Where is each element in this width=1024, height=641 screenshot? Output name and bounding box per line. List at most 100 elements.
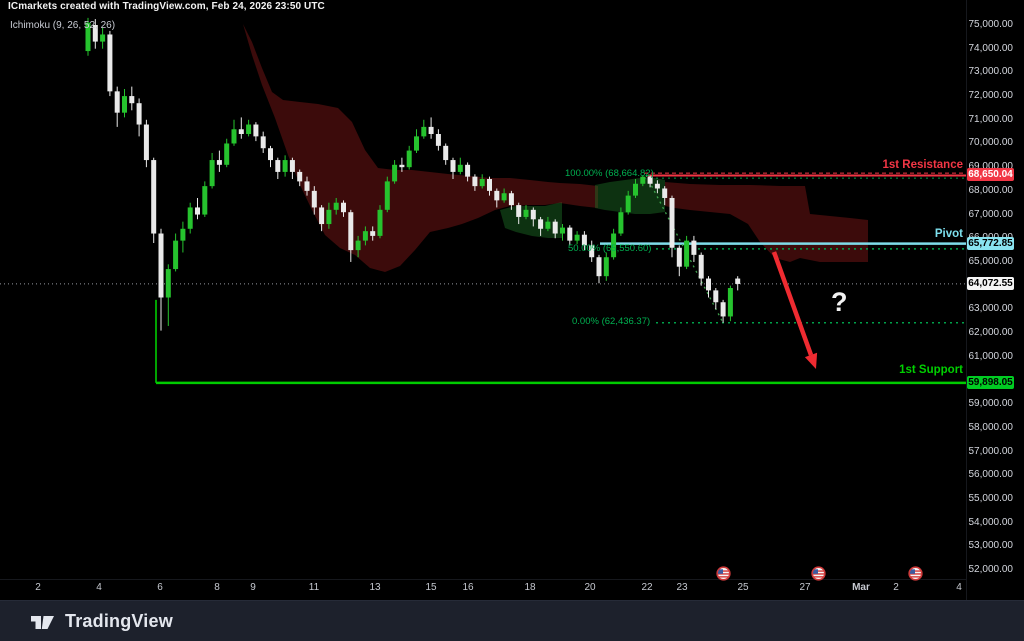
- candle-body: [684, 240, 690, 267]
- candle-body: [158, 233, 164, 298]
- candle-body: [479, 179, 485, 187]
- candle-body: [399, 164, 405, 168]
- ichimoku-cloud-red-a: [243, 24, 448, 272]
- support-label: 1st Support: [899, 364, 963, 376]
- candle-body: [654, 183, 660, 189]
- candle-body: [136, 103, 142, 125]
- price-axis-label: 69,000.00: [968, 161, 1014, 173]
- price-axis-label: 75,000.00: [968, 19, 1014, 30]
- candle-body: [676, 247, 682, 267]
- time-axis-label: 27: [799, 582, 811, 593]
- us-flag-event-icon[interactable]: [811, 566, 826, 581]
- time-axis-label: 18: [524, 582, 536, 593]
- candle-body: [231, 129, 237, 144]
- candle-body: [465, 164, 471, 177]
- candle-body: [377, 209, 383, 236]
- us-flag-event-icon[interactable]: [716, 566, 731, 581]
- candle-body: [180, 228, 186, 241]
- candle-body: [552, 221, 558, 234]
- price-axis-label: 53,000.00: [968, 540, 1014, 552]
- candle-body: [421, 126, 427, 137]
- price-axis-label: 73,000.00: [968, 66, 1014, 78]
- candle-body: [304, 181, 310, 191]
- candle-body: [282, 160, 288, 172]
- time-axis-label: 13: [369, 582, 381, 593]
- candle-body: [268, 148, 273, 161]
- resistance-price-badge: 68,650.04: [967, 168, 1014, 182]
- time-axis-label: 4: [956, 582, 962, 593]
- pivot-label: Pivot: [934, 228, 963, 240]
- candle-body: [640, 176, 646, 184]
- candle-body: [494, 190, 500, 201]
- candle-body: [85, 22, 91, 52]
- projection-arrow[interactable]: [771, 251, 814, 356]
- candle-body: [574, 234, 580, 241]
- candle-body: [209, 160, 215, 187]
- price-axis-label: 56,000.00: [968, 469, 1014, 481]
- time-axis-label: 15: [425, 582, 437, 593]
- price-axis-label: 61,000.00: [968, 350, 1014, 362]
- candle-body: [567, 227, 573, 241]
- ichimoku-cloud-red-d: [665, 182, 868, 262]
- us-flag-event-icon[interactable]: [908, 566, 923, 581]
- time-axis-label: 25: [737, 582, 749, 593]
- support-price-badge: 59,898.05: [967, 375, 1014, 389]
- chart-canvas[interactable]: [0, 0, 1024, 600]
- candle-body: [92, 25, 98, 42]
- logo-bar: TradingView: [0, 600, 1024, 641]
- price-axis-label: 54,000.00: [968, 516, 1014, 528]
- candle-body: [122, 96, 127, 113]
- candle-body: [341, 202, 346, 213]
- candle-body: [501, 193, 507, 201]
- candle-body: [581, 234, 587, 246]
- candle-body: [406, 150, 412, 168]
- candle-body: [545, 221, 551, 229]
- candle-body: [603, 257, 609, 277]
- price-axis-label: 59,000.00: [968, 398, 1014, 410]
- candle-body: [450, 160, 456, 172]
- price-axis-label: 65,000.00: [968, 255, 1014, 267]
- candle-body: [457, 164, 463, 172]
- price-axis-label: 71,000.00: [968, 113, 1014, 125]
- candle-body: [443, 145, 449, 161]
- candle-body: [165, 269, 171, 298]
- candle-body: [706, 278, 711, 291]
- candle-body: [224, 143, 230, 165]
- fib-level-label: 50.00% (65,550.60): [568, 243, 652, 254]
- watermark-title: ICmarkets created with TradingView.com, …: [8, 1, 325, 12]
- candle-body: [720, 302, 726, 317]
- candle-body: [516, 205, 522, 217]
- time-axis-label: 9: [250, 582, 256, 593]
- tradingview-brand-text[interactable]: TradingView: [65, 611, 173, 631]
- candle-body: [202, 186, 208, 215]
- candle-body: [589, 245, 595, 258]
- time-axis-label: 6: [157, 582, 163, 593]
- candle-body: [297, 171, 303, 182]
- candle-body: [508, 193, 514, 206]
- ichimoku-cloud-red-c: [560, 183, 598, 208]
- candle-body: [173, 240, 179, 270]
- price-axis-label: 68,000.00: [968, 184, 1014, 196]
- time-axis-label: Mar: [852, 582, 870, 593]
- price-axis-label: 52,000.00: [968, 564, 1014, 575]
- candle-body: [713, 290, 719, 303]
- price-axis-label: 63,000.00: [968, 303, 1014, 315]
- fib-level-label: 0.00% (62,436.37): [572, 316, 651, 327]
- price-axis-label: 55,000.00: [968, 492, 1014, 504]
- time-axis-label: 22: [641, 582, 653, 593]
- candle-body: [392, 164, 398, 182]
- fib-trendline[interactable]: [645, 174, 724, 324]
- time-axis-label: 20: [584, 582, 596, 593]
- candle-body: [348, 212, 354, 251]
- candle-body: [289, 160, 295, 172]
- candle-body: [662, 188, 668, 198]
- ichimoku-indicator-label[interactable]: Ichimoku (9, 26, 52, 26): [10, 20, 116, 31]
- time-axis-label: 8: [214, 582, 220, 593]
- candle-body: [727, 288, 733, 317]
- candle-body: [151, 160, 157, 234]
- candle-body: [333, 202, 339, 210]
- candle-body: [647, 176, 653, 184]
- candle-body: [107, 34, 113, 92]
- tradingview-logo-icon[interactable]: [30, 610, 56, 634]
